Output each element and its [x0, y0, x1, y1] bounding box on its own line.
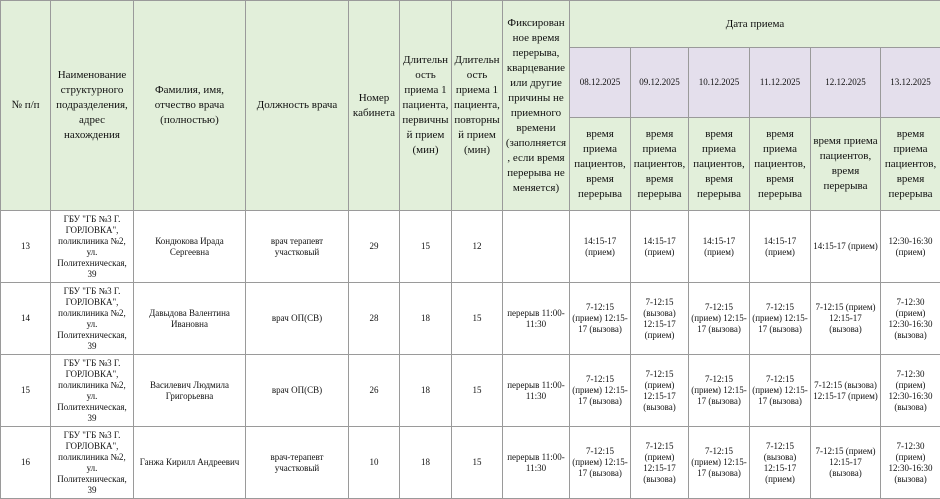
date-header: 09.12.2025 [631, 48, 689, 118]
cell-position: врач-терапевт участковый [246, 427, 349, 499]
schedule-cell: 7-12:30 (прием) 12:30-16:30 (вызова) [881, 283, 940, 355]
schedule-cell: 7-12:15 (прием) 12:15-17 (вызова) [750, 283, 811, 355]
schedule-cell: 7-12:15 (прием) 12:15-17 (вызова) [689, 283, 750, 355]
schedule-cell: 14:15-17 (прием) [631, 211, 689, 283]
cell-cabinet: 29 [349, 211, 400, 283]
cell-position: врач терапевт участковый [246, 211, 349, 283]
cell-num: 16 [1, 427, 51, 499]
schedule-cell: 7-12:15 (прием) 12:15-17 (вызова) [689, 427, 750, 499]
column-header: № п/п [1, 1, 51, 211]
cell-org: ГБУ "ГБ №3 Г. ГОРЛОВКА", поликлиника №2,… [51, 211, 134, 283]
cell-org: ГБУ "ГБ №3 Г. ГОРЛОВКА", поликлиника №2,… [51, 283, 134, 355]
cell-num: 14 [1, 283, 51, 355]
schedule-cell: 7-12:15 (прием) 12:15-17 (вызова) [750, 355, 811, 427]
schedule-cell: 14:15-17 (прием) [750, 211, 811, 283]
column-header: Длительность приема 1 пациента, первичны… [400, 1, 452, 211]
schedule-cell: 7-12:15 (прием) 12:15-17 (вызова) [811, 283, 881, 355]
cell-cabinet: 28 [349, 283, 400, 355]
cell-repeat: 15 [452, 427, 503, 499]
cell-org: ГБУ "ГБ №3 Г. ГОРЛОВКА", поликлиника №2,… [51, 355, 134, 427]
cell-first: 18 [400, 427, 452, 499]
schedule-cell: 7-12:30 (прием) 12:30-16:30 (вызова) [881, 355, 940, 427]
column-header: Номер кабинета [349, 1, 400, 211]
sub-header: время приема пациентов, время перерыва [881, 118, 940, 211]
sub-header: время приема пациентов, время перерыва [750, 118, 811, 211]
cell-break: перерыв 11:00-11:30 [503, 427, 570, 499]
date-header: 12.12.2025 [811, 48, 881, 118]
cell-num: 15 [1, 355, 51, 427]
date-header: 13.12.2025 [881, 48, 940, 118]
schedule-cell: 7-12:15 (прием) 12:15-17 (вызова) [631, 355, 689, 427]
schedule-cell: 12:30-16:30 (прием) [881, 211, 940, 283]
sub-header: время приема пациентов, время перерыва [631, 118, 689, 211]
cell-first: 18 [400, 355, 452, 427]
cell-first: 15 [400, 211, 452, 283]
schedule-cell: 7-12:15 (прием) 12:15-17 (вызова) [811, 427, 881, 499]
cell-cabinet: 10 [349, 427, 400, 499]
cell-repeat: 15 [452, 355, 503, 427]
schedule-cell: 7-12:15 (прием) 12:15-17 (вызова) [631, 427, 689, 499]
cell-fio: Василевич Людмила Григорьевна [134, 355, 246, 427]
cell-position: врач ОП(СВ) [246, 283, 349, 355]
column-header: Длительность приема 1 пациента, повторны… [452, 1, 503, 211]
sub-header: время приема пациентов, время перерыва [811, 118, 881, 211]
schedule-cell: 7-12:15 (прием) 12:15-17 (вызова) [689, 355, 750, 427]
date-header: 11.12.2025 [750, 48, 811, 118]
cell-org: ГБУ "ГБ №3 Г. ГОРЛОВКА", поликлиника №2,… [51, 427, 134, 499]
column-group-header: Дата приема [570, 1, 940, 48]
schedule-cell: 7-12:15 (прием) 12:15-17 (вызова) [570, 283, 631, 355]
cell-fio: Давыдова Валентина Ивановна [134, 283, 246, 355]
column-header: Фамилия, имя, отчество врача (полностью) [134, 1, 246, 211]
date-header: 08.12.2025 [570, 48, 631, 118]
schedule-cell: 14:15-17 (прием) [811, 211, 881, 283]
cell-first: 18 [400, 283, 452, 355]
cell-fio: Кондюкова Ирада Сергеевна [134, 211, 246, 283]
cell-cabinet: 26 [349, 355, 400, 427]
cell-repeat: 15 [452, 283, 503, 355]
schedule-cell: 7-12:15 (вызова) 12:15-17 (прием) [811, 355, 881, 427]
date-header: 10.12.2025 [689, 48, 750, 118]
schedule-cell: 7-12:15 (прием) 12:15-17 (вызова) [570, 427, 631, 499]
schedule-cell: 14:15-17 (прием) [570, 211, 631, 283]
cell-fio: Ганжа Кирилл Андреевич [134, 427, 246, 499]
cell-repeat: 12 [452, 211, 503, 283]
cell-break [503, 211, 570, 283]
sub-header: время приема пациентов, время перерыва [689, 118, 750, 211]
cell-break: перерыв 11:00-11:30 [503, 355, 570, 427]
cell-break: перерыв 11:00-11:30 [503, 283, 570, 355]
sub-header: время приема пациентов, время перерыва [570, 118, 631, 211]
cell-position: врач ОП(СВ) [246, 355, 349, 427]
schedule-cell: 7-12:15 (вызова) 12:15-17 (прием) [631, 283, 689, 355]
cell-num: 13 [1, 211, 51, 283]
column-header: Должность врача [246, 1, 349, 211]
column-header: Фиксированное время перерыва, кварцевани… [503, 1, 570, 211]
schedule-cell: 14:15-17 (прием) [689, 211, 750, 283]
schedule-cell: 7-12:30 (прием) 12:30-16:30 (вызова) [881, 427, 940, 499]
schedule-cell: 7-12:15 (вызова) 12:15-17 (прием) [750, 427, 811, 499]
schedule-cell: 7-12:15 (прием) 12:15-17 (вызова) [570, 355, 631, 427]
column-header: Наименование структурного подразделения,… [51, 1, 134, 211]
